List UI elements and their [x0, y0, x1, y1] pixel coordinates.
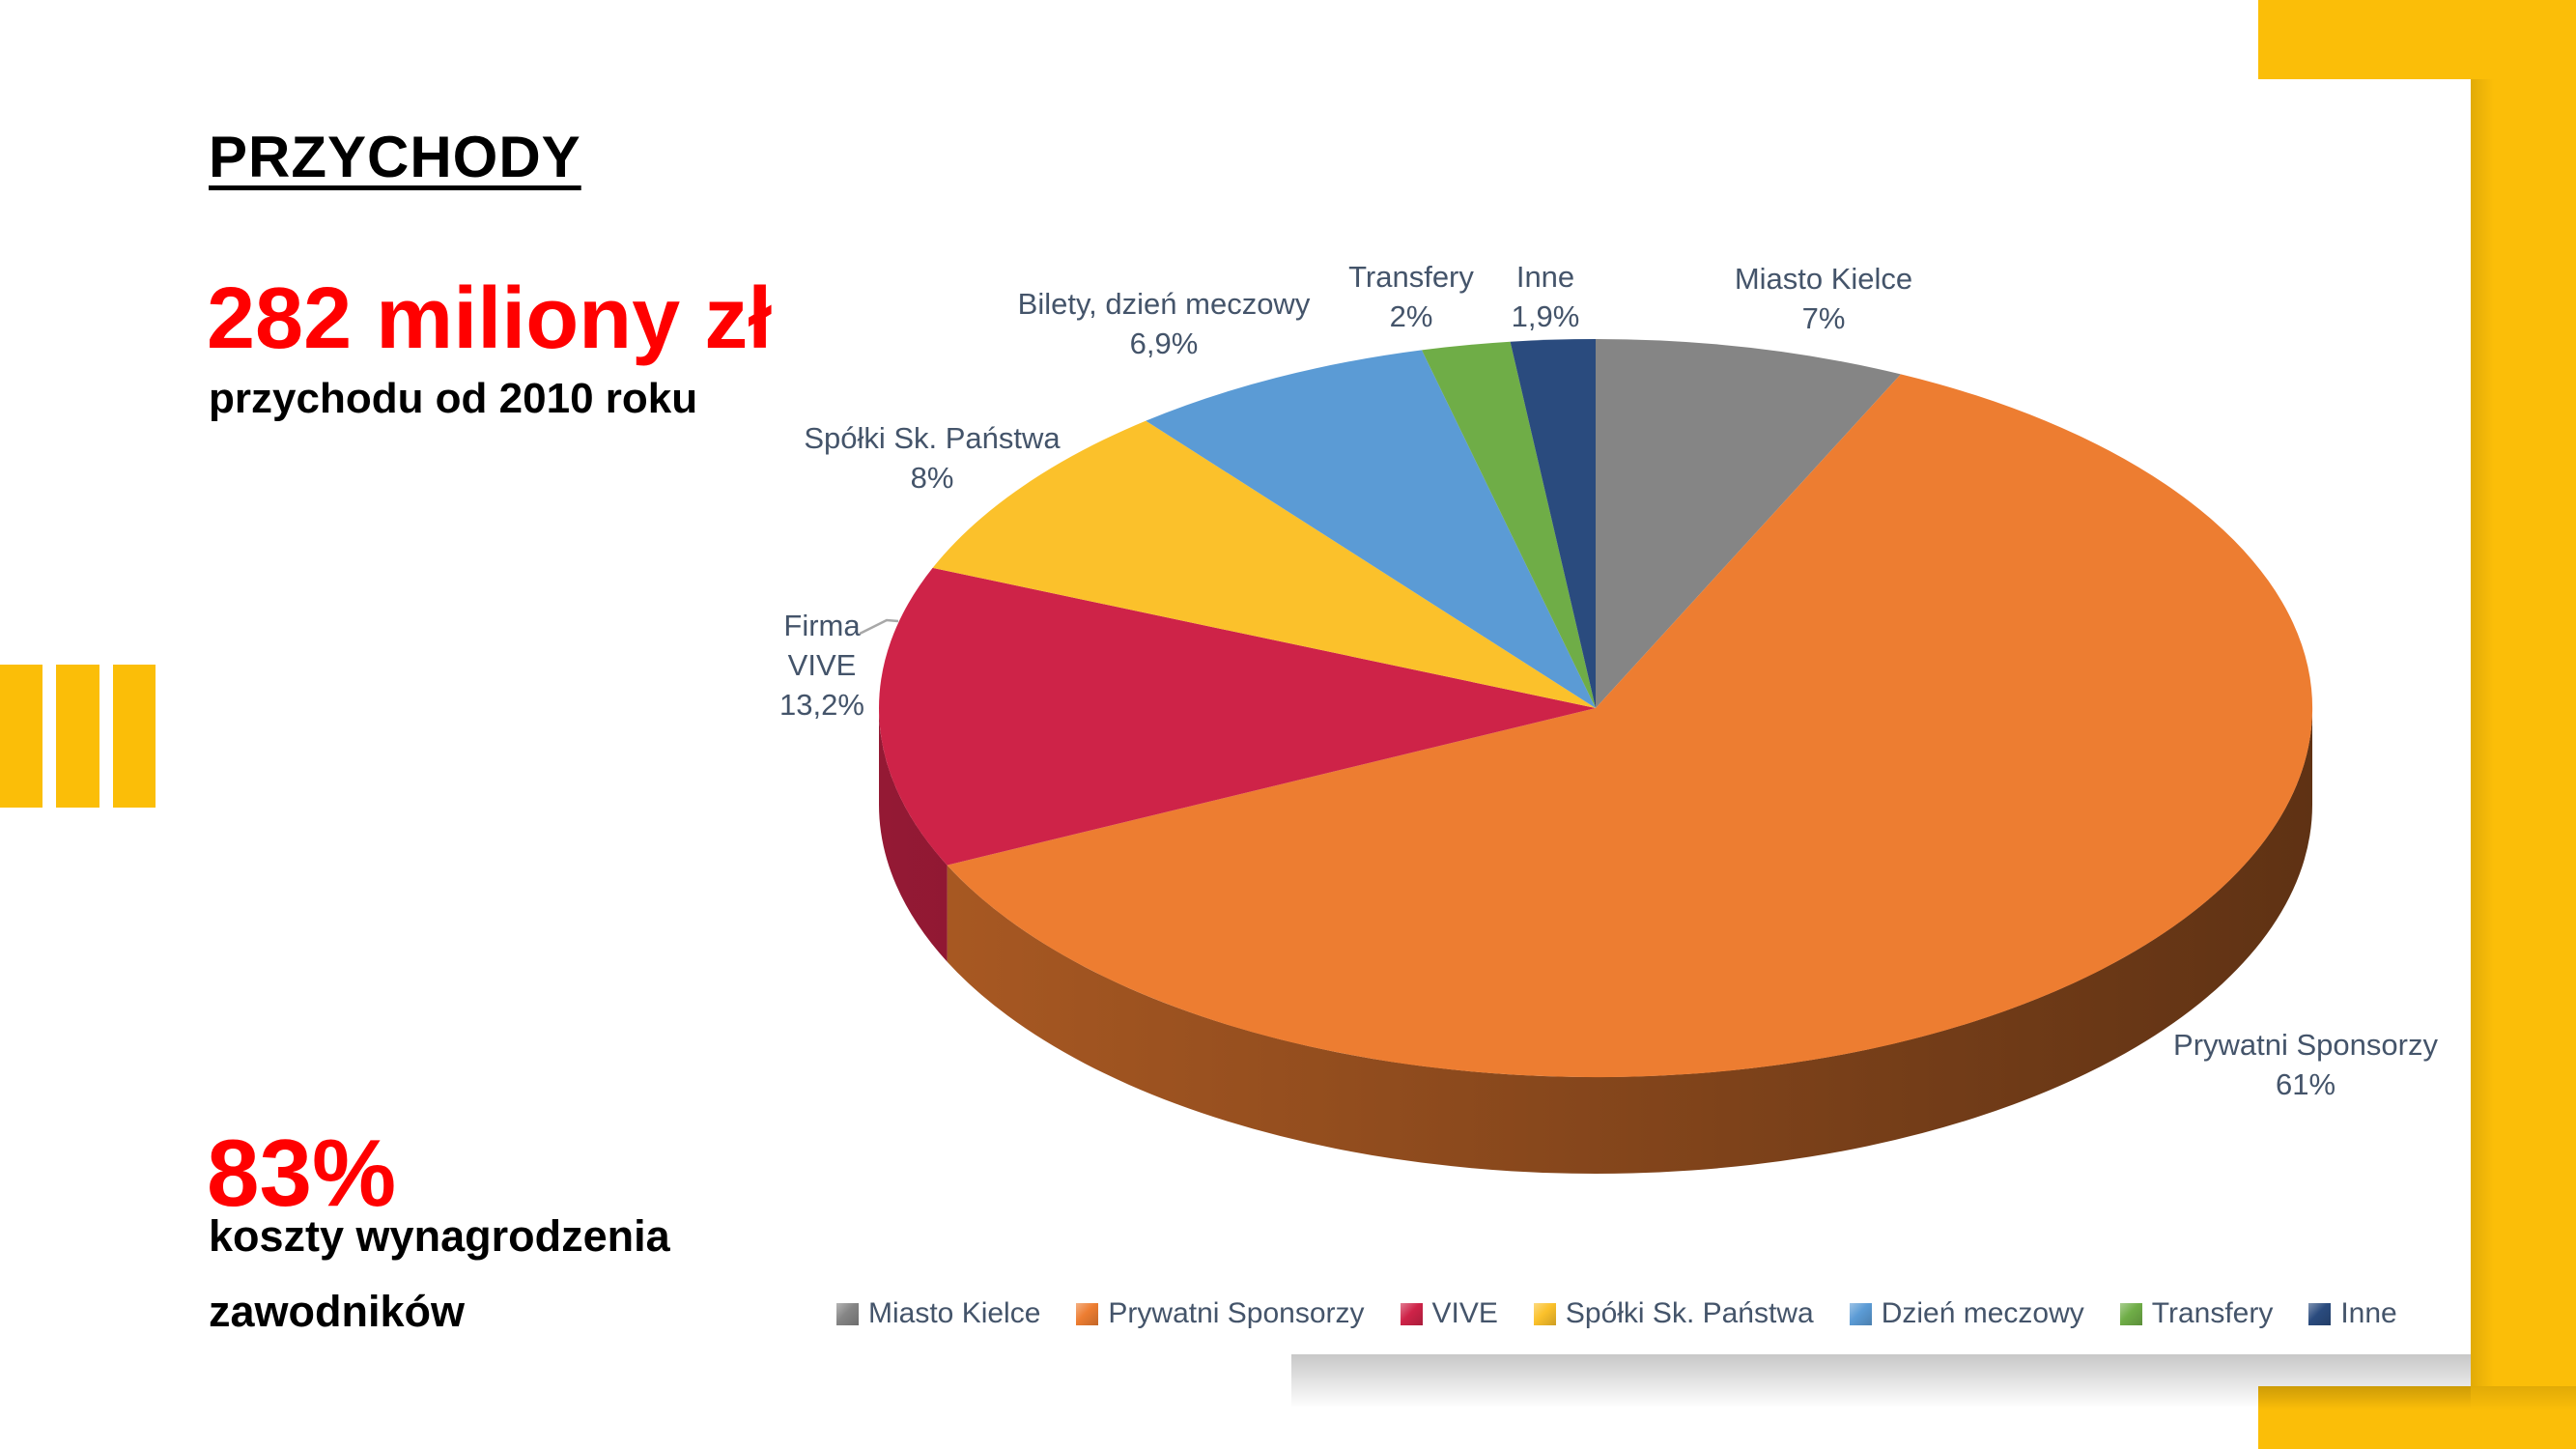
legend-item: Miasto Kielce: [836, 1297, 1040, 1330]
legend-label: Spółki Sk. Państwa: [1565, 1297, 1814, 1329]
revenue-subline: przychodu od 2010 roku: [209, 375, 698, 422]
slice-label-value: 1,9%: [1511, 299, 1580, 333]
slice-label-prywatni: Prywatni Sponsorzy 61%: [2141, 1025, 2470, 1104]
accent-bar: [56, 665, 99, 808]
legend-label: Transfery: [2151, 1297, 2274, 1329]
slice-label-name: Transfery: [1348, 260, 1474, 294]
legend-item: Inne: [2308, 1297, 2397, 1330]
slice-label-value: 7%: [1801, 301, 1846, 335]
legend-label: Dzień meczowy: [1881, 1297, 2084, 1329]
slice-label-value: 2%: [1389, 299, 1433, 333]
legend-swatch-icon: [1849, 1302, 1872, 1325]
legend-label: Prywatni Sponsorzy: [1108, 1297, 1365, 1329]
costs-caption-line1: koszty wynagrodzenia: [209, 1211, 670, 1261]
legend-swatch-icon: [1533, 1302, 1556, 1325]
chart-legend: Miasto Kielce Prywatni Sponsorzy VIVE Spółk…: [836, 1296, 2397, 1331]
legend-swatch-icon: [1076, 1302, 1099, 1325]
slice-label-firma-vive: Firma VIVE 13,2%: [750, 606, 894, 724]
slice-label-inne: Inne 1,9%: [1487, 257, 1603, 336]
accent-block-bottom-right: [2258, 1386, 2576, 1449]
slice-label-name: Prywatni Sponsorzy: [2173, 1028, 2438, 1062]
legend-item: VIVE: [1400, 1297, 1498, 1330]
slice-label-transfery: Transfery 2%: [1305, 257, 1517, 336]
legend-label: Inne: [2340, 1297, 2397, 1329]
slice-label-value: 6,9%: [1129, 327, 1199, 360]
accent-bar-top-right: [2258, 0, 2576, 79]
page-title: PRZYCHODY: [209, 125, 581, 189]
slice-label-value: 13,2%: [779, 688, 864, 722]
slice-label-value: 8%: [910, 461, 954, 495]
accent-bars-left: [0, 665, 164, 808]
slice-label-name: Inne: [1515, 260, 1575, 294]
revenue-headline: 282 miliony zł: [207, 270, 773, 367]
slice-label-name: Spółki Sk. Państwa: [804, 421, 1061, 455]
legend-swatch-icon: [2308, 1302, 2332, 1325]
legend-item: Prywatni Sponsorzy: [1076, 1297, 1365, 1330]
legend-swatch-icon: [836, 1302, 859, 1325]
slice-label-value: 61%: [2275, 1067, 2336, 1101]
legend-label: Miasto Kielce: [868, 1297, 1041, 1329]
costs-percентage: 83%: [207, 1120, 397, 1226]
legend-item: Dzień meczowy: [1849, 1297, 2084, 1330]
slice-label-name: Bilety, dzień meczowy: [1017, 287, 1311, 321]
legend-swatch-icon: [2119, 1302, 2142, 1325]
chart-panel: [1291, 0, 2471, 1408]
slice-label-miasto-kielce: Miasto Kielce 7%: [1688, 259, 1959, 338]
accent-bar: [0, 665, 42, 808]
legend-item: Spółki Sk. Państwa: [1533, 1297, 1814, 1330]
slice-label-name: Miasto Kielce: [1734, 262, 1913, 296]
accent-bar: [113, 665, 156, 808]
slice-label-bilety: Bilety, dzień meczowy 6,9%: [990, 284, 1338, 363]
legend-swatch-icon: [1400, 1302, 1423, 1325]
slice-label-spolki: Spółki Sk. Państwa 8%: [778, 418, 1087, 497]
accent-strip-right: [2471, 0, 2576, 1449]
costs-caption-line2: zawodników: [209, 1287, 466, 1336]
legend-item: Transfery: [2119, 1297, 2274, 1330]
legend-label: VIVE: [1431, 1297, 1498, 1329]
slice-label-name: Firma VIVE: [783, 609, 861, 682]
